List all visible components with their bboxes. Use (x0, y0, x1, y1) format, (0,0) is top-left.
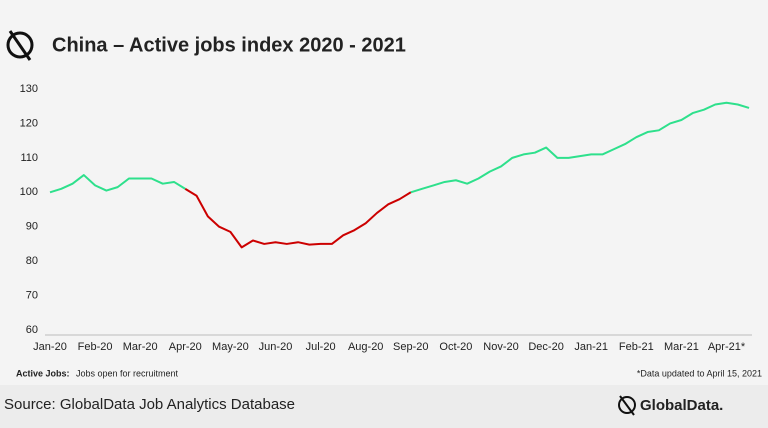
y-tick-label: 70 (26, 289, 38, 301)
x-tick-label: Aug-20 (348, 341, 383, 353)
panel (0, 0, 768, 385)
x-tick-label: Dec-20 (528, 341, 563, 353)
y-tick-label: 110 (20, 152, 38, 164)
footnote-text: Jobs open for recruitment (76, 368, 179, 378)
x-tick-label: Jul-20 (306, 341, 336, 353)
x-tick-label: Apr-21* (708, 341, 746, 353)
x-tick-label: Mar-20 (123, 341, 158, 353)
line-series (49, 101, 750, 194)
x-tick-label: Mar-21 (664, 341, 699, 353)
line-series (184, 187, 412, 249)
x-tick-label: Apr-20 (169, 341, 202, 353)
data-note: *Data updated to April 15, 2021 (637, 368, 762, 378)
source: Source: GlobalData Job Analytics Databas… (4, 396, 295, 413)
chart-title: China – Active jobs index 2020 - 2021 (52, 34, 406, 56)
x-tick-label: Feb-21 (619, 341, 654, 353)
x-tick-label: Jan-21 (574, 341, 608, 353)
x-tick-label: Sep-20 (393, 341, 428, 353)
x-tick-label: Jun-20 (259, 341, 293, 353)
y-tick-label: 60 (26, 324, 38, 336)
x-tick-label: Nov-20 (483, 341, 518, 353)
y-tick-label: 90 (26, 221, 38, 233)
y-tick-label: 80 (26, 255, 38, 267)
y-tick-label: 100 (20, 186, 38, 198)
y-tick-label: 120 (20, 117, 38, 129)
x-tick-label: Jan-20 (33, 341, 67, 353)
y-tick-label: 130 (20, 83, 38, 95)
footnote-label: Active Jobs: (16, 368, 70, 378)
x-tick-label: May-20 (212, 341, 249, 353)
x-tick-label: Feb-20 (78, 341, 113, 353)
logo-text: GlobalData. (640, 397, 723, 414)
logo-mark (618, 395, 636, 416)
x-tick-label: Oct-20 (439, 341, 472, 353)
logo-icon (6, 30, 34, 61)
